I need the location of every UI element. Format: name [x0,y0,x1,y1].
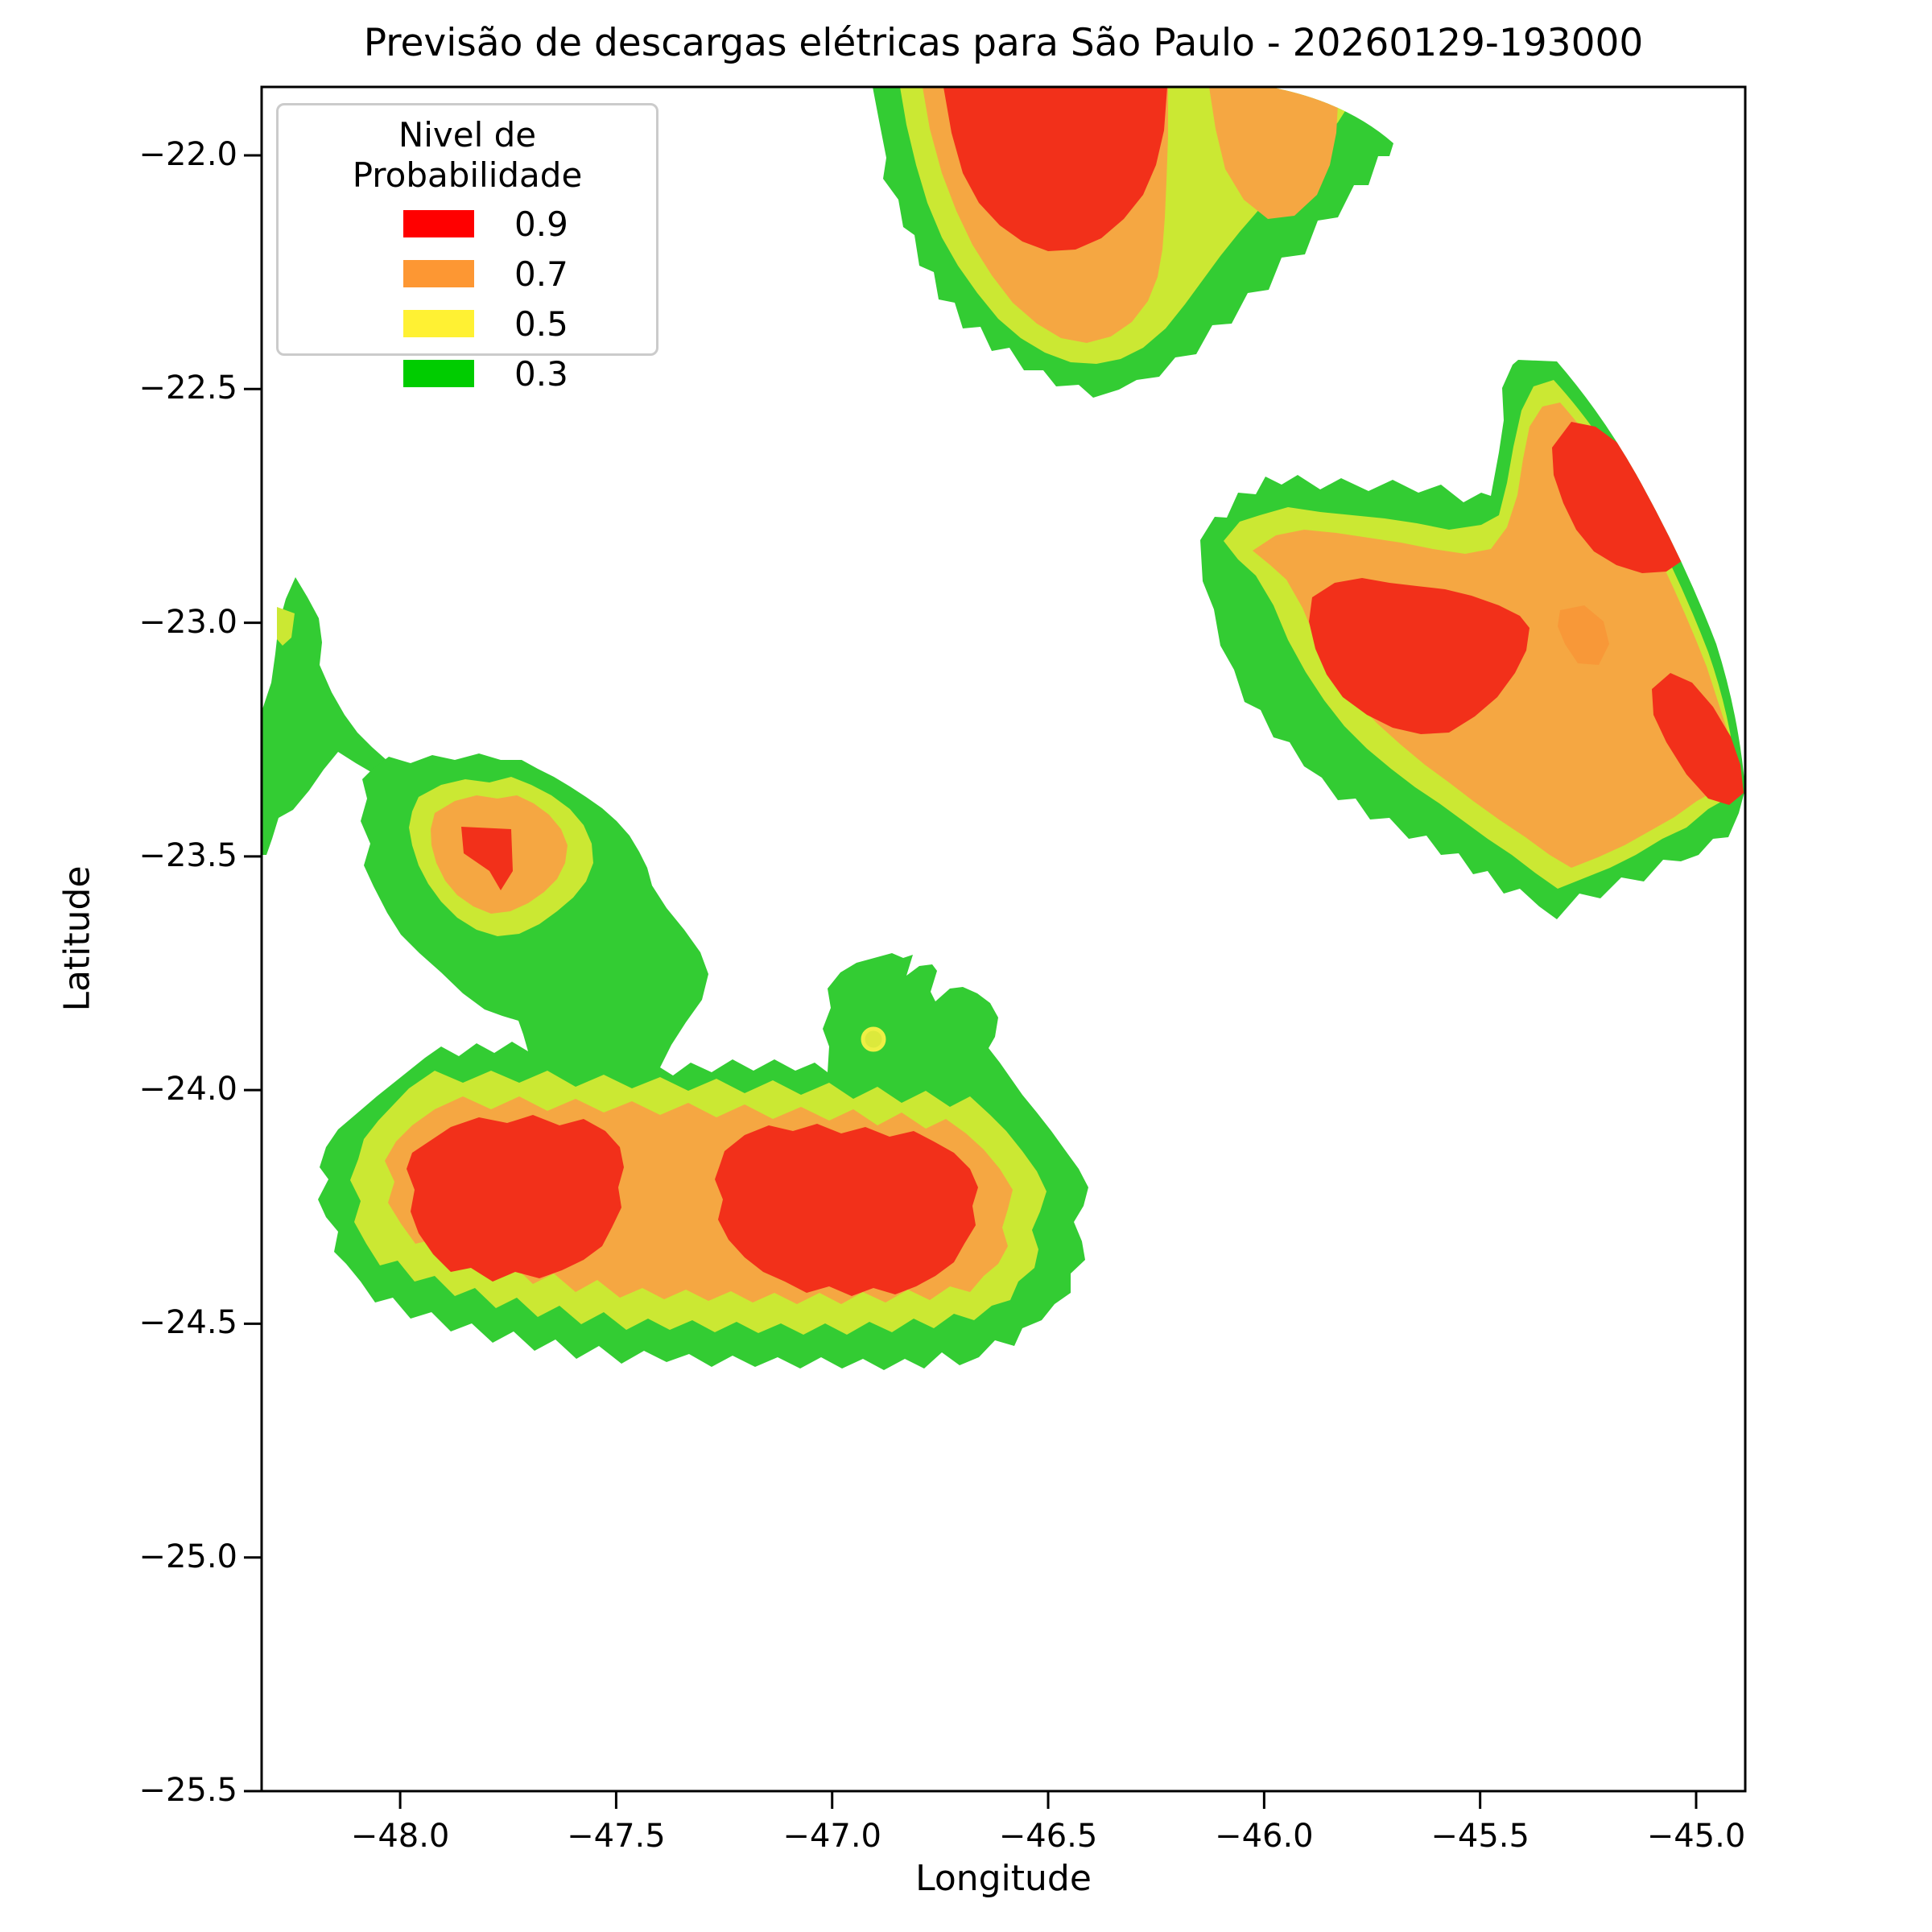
legend-item: 0.7 [279,249,656,299]
y-axis-label: Latitude [56,865,98,1012]
contour-west-edge-sliver [262,577,400,855]
south-storm-level-09-west-core [407,1115,624,1282]
x-axis-label: Longitude [915,1858,1092,1899]
y-tick-label: −24.0 [138,1071,237,1108]
x-tick-label: −47.5 [567,1818,666,1855]
y-tick-label: −23.5 [138,836,237,874]
legend-swatch [403,310,474,337]
chart-title: Previsão de descargas elétricas para São… [363,21,1644,65]
contour-south-storms [318,753,1088,1370]
west-sliver-level-03 [262,577,400,855]
northeast-storm-level-09-north-core [1552,422,1684,573]
north-storm-level-09 [943,87,1167,251]
west-sliver-level-05 [277,607,295,646]
northeast-storm-level-09-west-core [1309,578,1530,734]
legend-swatch [403,210,474,237]
legend-item: 0.9 [279,199,656,249]
y-tick-label: −25.0 [138,1538,237,1575]
south-storm-level-09-east-core [715,1124,978,1296]
legend-title: Nivel de Probabilidade [352,115,583,195]
legend-item-label: 0.5 [514,303,568,344]
legend-items: 0.9 0.7 0.5 0.3 [279,199,656,398]
y-tick-label: −25.5 [138,1772,237,1809]
x-tick-label: −46.0 [1215,1818,1314,1855]
southwest-cell-level-09 [461,827,513,890]
legend-swatch [403,360,474,387]
legend-item: 0.5 [279,299,656,349]
legend-item-label: 0.9 [514,204,568,244]
contour-northeast-storm [1200,360,1745,919]
y-tick-label: −22.0 [138,135,237,173]
y-tick-label: −23.0 [138,603,237,641]
northeast-storm-level-09-east-core [1652,673,1744,805]
south-storm-level-05-marker [861,1026,886,1052]
north-storm-level-07-east [1209,87,1338,219]
y-tick-label: −24.5 [138,1304,237,1342]
tick-marks [244,154,1698,1809]
x-tick-label: −47.0 [782,1818,881,1855]
x-tick-label: −46.5 [998,1818,1098,1855]
y-tick-label: −22.5 [138,369,237,407]
northeast-storm-level-08-patch [1558,605,1609,665]
legend-item-label: 0.3 [514,353,568,394]
axes-spines [260,85,1747,1793]
legend-swatch [403,260,474,287]
legend-item-label: 0.7 [514,254,568,294]
x-tick-label: −45.0 [1646,1818,1746,1855]
x-tick-label: −48.0 [350,1818,450,1855]
contour-north-central-storm [873,87,1393,398]
legend-item: 0.3 [279,349,656,398]
legend: Nivel de Probabilidade 0.9 0.7 0.5 0.3 [276,103,658,394]
x-tick-label: −45.5 [1430,1818,1530,1855]
